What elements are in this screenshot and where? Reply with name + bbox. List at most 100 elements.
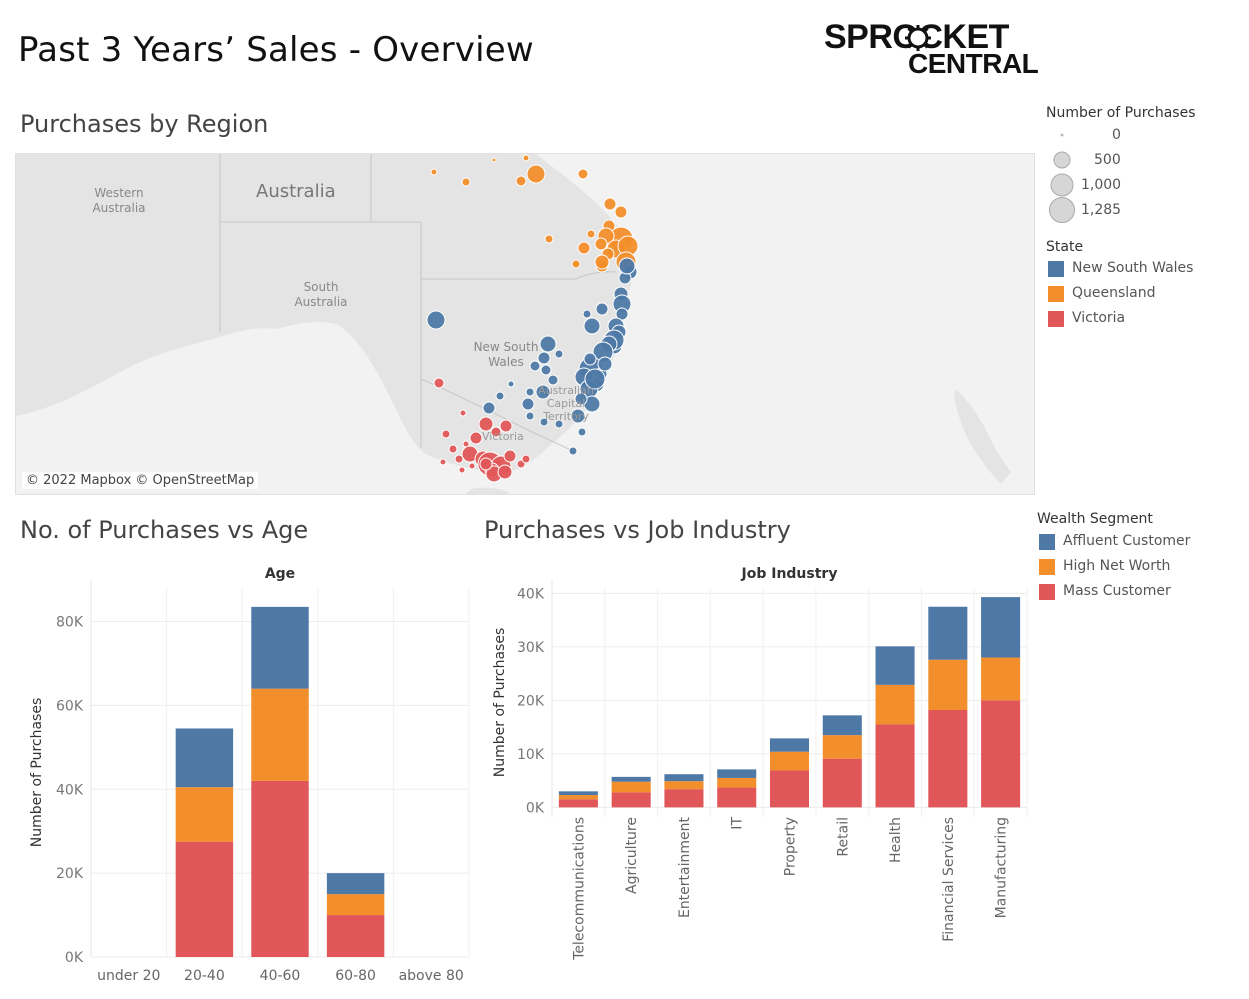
page-title: Past 3 Years’ Sales - Overview [18, 30, 534, 70]
map-bubble [499, 419, 513, 433]
map-bubble [614, 205, 628, 219]
map-bubble [574, 392, 588, 406]
map-bubble [491, 157, 497, 163]
x-tick-label: Telecommunications [571, 817, 587, 961]
size-legend-circle-500 [1053, 151, 1071, 169]
bar-segment [981, 597, 1021, 658]
y-tick-label: 30K [517, 640, 545, 656]
bar-segment [769, 751, 810, 771]
map-bubble [577, 241, 591, 255]
region-map[interactable]: Western Australia Australia South Austra… [15, 153, 1035, 495]
job-industry-bar-chart[interactable]: Job Industry 0K 10K 20K 30K 40K Number of Purc… [480, 555, 1040, 999]
bar-segment [928, 709, 968, 808]
state-legend-label: New South Wales [1072, 260, 1194, 276]
map-label-australia: Australia [256, 181, 336, 202]
australia-landmass [16, 154, 633, 473]
wealth-swatch-high-net-worth [1039, 559, 1055, 575]
map-bubble [525, 387, 535, 397]
map-bubble [515, 175, 527, 187]
map-label-act: Australian Capital Territory [538, 384, 594, 423]
map-bubble [554, 419, 564, 429]
chart-title: Age [265, 566, 295, 582]
map-label-victoria: Victoria [482, 430, 524, 443]
y-tick-label: 0K [65, 950, 84, 966]
map-bubble [478, 416, 494, 432]
bar-segment [981, 657, 1021, 701]
map-bubble [535, 384, 551, 400]
purchase-bubbles[interactable] [426, 154, 639, 483]
size-legend-circle-0 [1060, 133, 1064, 137]
map-bubble [582, 309, 592, 319]
map-bubble [433, 377, 445, 389]
new-zealand-landmass [954, 389, 1011, 484]
map-bubble [461, 177, 471, 187]
state-legend-title: State [1046, 239, 1084, 255]
bar-segment [611, 781, 651, 793]
state-swatch-nsw [1048, 261, 1064, 277]
y-tick-label: 80K [56, 615, 84, 631]
bar-segment [664, 789, 704, 808]
bar-segment [717, 787, 757, 808]
map-bubble [594, 254, 610, 270]
map-bubble [482, 401, 496, 415]
y-tick-label: 40K [56, 782, 84, 798]
tasmania-landmass [466, 487, 511, 494]
bar-segment [611, 792, 651, 808]
y-tick-label: 20K [56, 866, 84, 882]
x-tick-label: above 80 [399, 968, 464, 984]
map-bubble [526, 164, 546, 184]
x-tick-label: under 20 [97, 968, 160, 984]
x-tick-label: 40-60 [260, 968, 301, 984]
bar-segment [326, 873, 385, 895]
map-bubble [618, 257, 636, 275]
size-legend-item: 1,000 [1081, 177, 1122, 193]
bar-segment [822, 715, 862, 736]
bar-segment [664, 774, 704, 782]
map-bubble [554, 349, 564, 359]
map-bubble [539, 335, 557, 353]
map-bubble [577, 168, 589, 180]
map-bubble [544, 234, 554, 244]
age-bar-chart[interactable]: Age 0K 20K 40K 60K 80K Number of Purchases unde… [0, 555, 480, 999]
map-bubble [469, 431, 483, 445]
map-bubble [495, 391, 505, 401]
bar-segment [928, 659, 968, 710]
state-legend-label: Queensland [1072, 285, 1156, 301]
map-bubble [521, 397, 535, 411]
x-tick-label: Retail [835, 817, 851, 857]
map-bubble [507, 380, 515, 388]
map-bubble [503, 449, 517, 463]
map-bubble [583, 352, 597, 366]
bar-segment [875, 724, 915, 808]
x-tick-label: IT [730, 817, 746, 830]
bar-segment [326, 915, 385, 957]
x-tick-label: Financial Services [941, 817, 957, 942]
bar-segment [717, 777, 757, 788]
y-tick-label: 60K [56, 698, 84, 714]
bar-segment [251, 606, 309, 689]
map-bubble [577, 427, 587, 437]
size-legend-circle-1285 [1049, 197, 1075, 223]
bar-segment [558, 791, 598, 796]
map-bubble [441, 429, 451, 439]
map-bubble [525, 411, 535, 421]
bar-segment [175, 728, 234, 788]
map-bubble [529, 360, 541, 372]
bar-segment [251, 688, 309, 781]
wealth-legend-label: Affluent Customer [1063, 533, 1191, 549]
wealth-legend-label: High Net Worth [1063, 558, 1171, 574]
state-legend-label: Victoria [1072, 310, 1126, 326]
y-axis-label: Number of Purchases [492, 628, 508, 778]
map-bubble [568, 446, 578, 456]
map-bubble [603, 197, 617, 211]
map-bubble [522, 154, 530, 162]
bar-segment [822, 735, 862, 759]
map-bubble [537, 351, 551, 365]
bar-segment [875, 684, 915, 725]
job-chart-section-title: Purchases vs Job Industry [484, 516, 791, 544]
map-attribution[interactable]: © 2022 Mapbox © OpenStreetMap [22, 472, 259, 489]
x-tick-label: 20-40 [184, 968, 225, 984]
map-title: Purchases by Region [20, 110, 269, 138]
state-swatch-vic [1048, 311, 1064, 327]
map-bubble [439, 458, 447, 466]
